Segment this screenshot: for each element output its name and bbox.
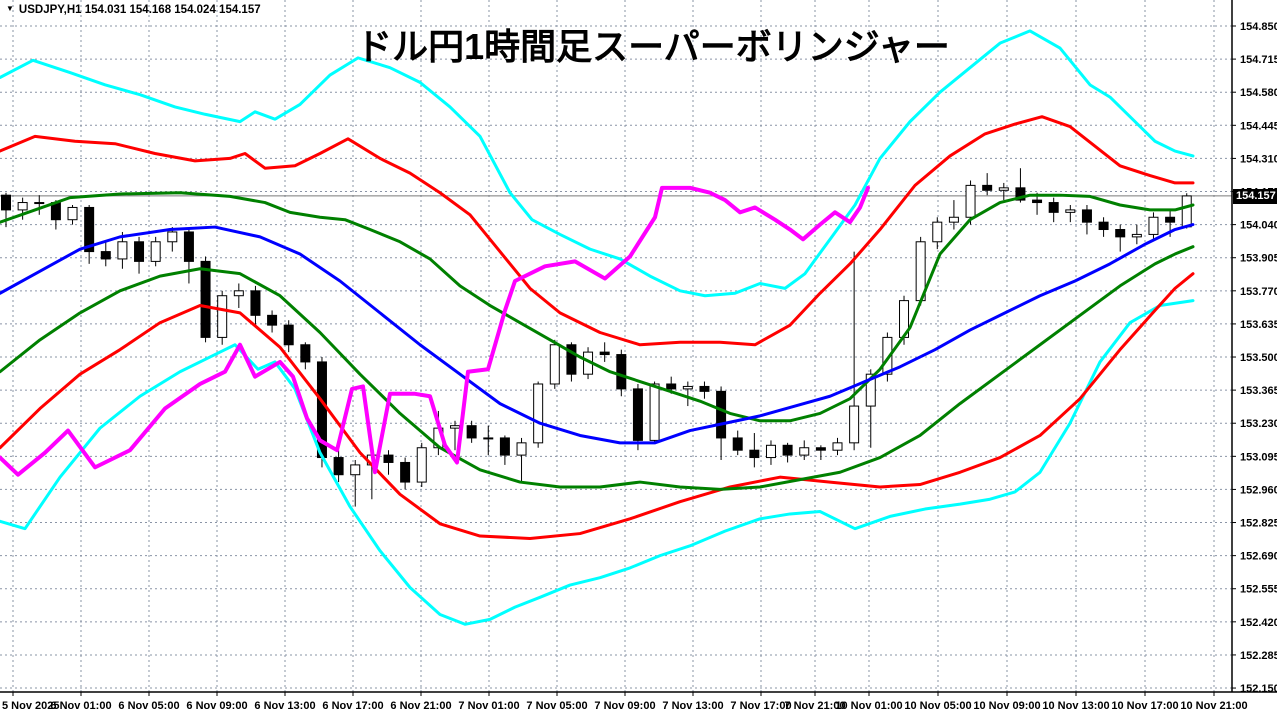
svg-text:152.960: 152.960	[1240, 484, 1277, 496]
svg-text:152.690: 152.690	[1240, 551, 1277, 563]
svg-text:152.420: 152.420	[1240, 617, 1277, 629]
svg-text:7 Nov 05:00: 7 Nov 05:00	[526, 700, 587, 712]
svg-text:154.310: 154.310	[1240, 153, 1277, 165]
svg-text:10 Nov 09:00: 10 Nov 09:00	[973, 700, 1040, 712]
svg-text:10 Nov 01:00: 10 Nov 01:00	[835, 700, 902, 712]
svg-text:10 Nov 05:00: 10 Nov 05:00	[904, 700, 971, 712]
symbol-ohlc-text: USDJPY,H1 154.031 154.168 154.024 154.15…	[18, 4, 261, 16]
svg-text:10 Nov 17:00: 10 Nov 17:00	[1111, 700, 1178, 712]
svg-text:153.500: 153.500	[1240, 352, 1277, 364]
svg-text:7 Nov 13:00: 7 Nov 13:00	[662, 700, 723, 712]
svg-text:6 Nov 13:00: 6 Nov 13:00	[254, 700, 315, 712]
page-title: ドル円1時間足スーパーボリンジャー	[356, 26, 950, 67]
svg-text:6 Nov 09:00: 6 Nov 09:00	[186, 700, 247, 712]
svg-text:152.555: 152.555	[1240, 584, 1277, 596]
svg-text:153.365: 153.365	[1240, 385, 1277, 397]
chevron-down-icon[interactable]: ▼	[6, 4, 14, 13]
svg-text:152.285: 152.285	[1240, 650, 1277, 662]
svg-text:154.715: 154.715	[1240, 54, 1277, 66]
svg-text:6 Nov 01:00: 6 Nov 01:00	[50, 700, 111, 712]
svg-text:152.150: 152.150	[1240, 683, 1277, 695]
svg-text:5 Nov 2025: 5 Nov 2025	[2, 700, 59, 712]
svg-text:154.850: 154.850	[1240, 21, 1277, 33]
svg-text:152.825: 152.825	[1240, 518, 1277, 530]
svg-text:153.635: 153.635	[1240, 319, 1277, 331]
svg-text:153.230: 153.230	[1240, 418, 1277, 430]
svg-text:10 Nov 13:00: 10 Nov 13:00	[1042, 700, 1109, 712]
svg-text:154.445: 154.445	[1240, 120, 1277, 132]
svg-text:6 Nov 05:00: 6 Nov 05:00	[118, 700, 179, 712]
svg-text:6 Nov 17:00: 6 Nov 17:00	[322, 700, 383, 712]
symbol-ohlc-header[interactable]: ▼ USDJPY,H1 154.031 154.168 154.024 154.1…	[6, 4, 261, 16]
svg-text:153.095: 153.095	[1240, 451, 1277, 463]
svg-text:154.580: 154.580	[1240, 87, 1277, 99]
svg-text:6 Nov 21:00: 6 Nov 21:00	[390, 700, 451, 712]
svg-text:7 Nov 09:00: 7 Nov 09:00	[594, 700, 655, 712]
svg-text:7 Nov 21:00: 7 Nov 21:00	[784, 700, 845, 712]
svg-text:153.905: 153.905	[1240, 253, 1277, 265]
svg-text:153.770: 153.770	[1240, 286, 1277, 298]
svg-text:154.040: 154.040	[1240, 220, 1277, 232]
svg-text:7 Nov 01:00: 7 Nov 01:00	[458, 700, 519, 712]
current-price-label: 154.157	[1233, 189, 1277, 204]
svg-text:7 Nov 17:00: 7 Nov 17:00	[730, 700, 791, 712]
svg-text:10 Nov 21:00: 10 Nov 21:00	[1180, 700, 1247, 712]
